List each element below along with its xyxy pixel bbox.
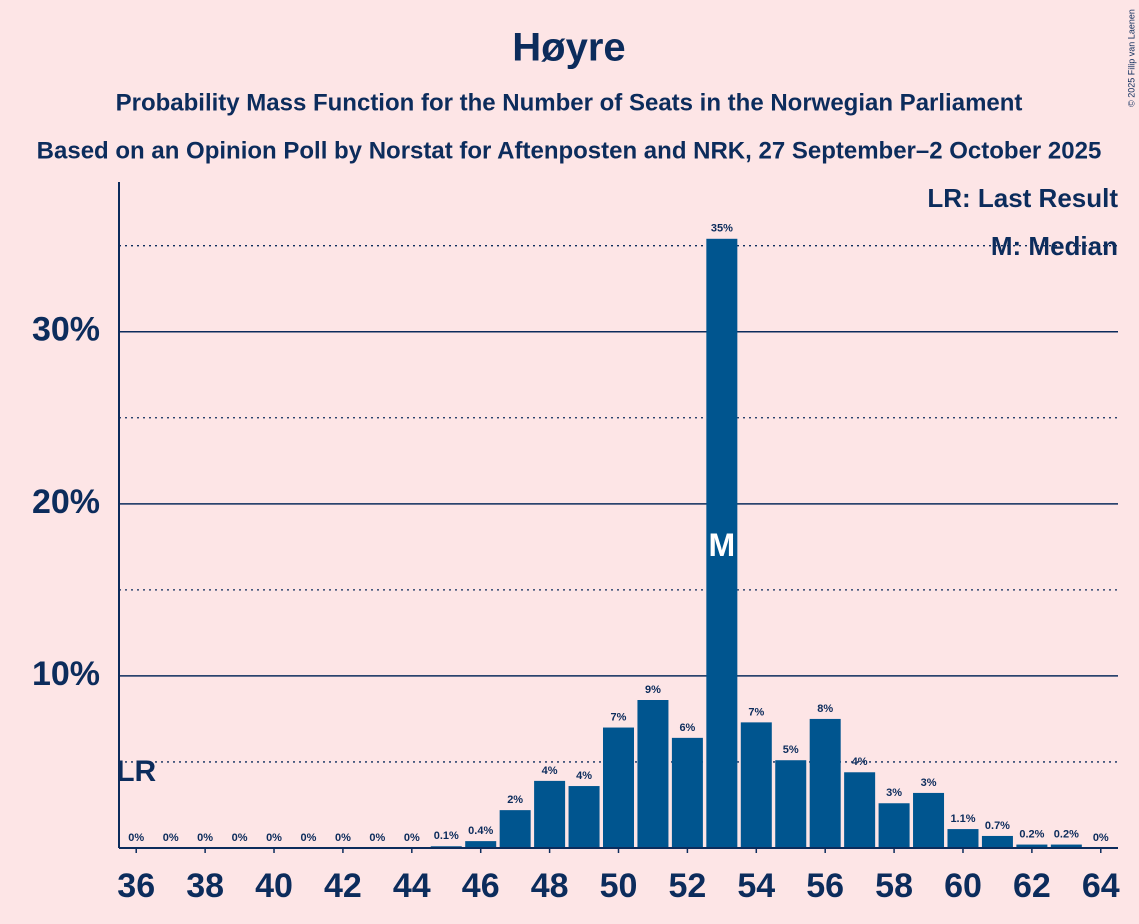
bar xyxy=(1016,844,1048,848)
bar xyxy=(499,810,531,848)
x-tick-label: 40 xyxy=(255,867,293,905)
bar xyxy=(534,780,566,848)
bar xyxy=(878,803,910,848)
bar xyxy=(740,722,772,848)
legend-entry: LR: Last Result xyxy=(927,183,1118,213)
x-tick-label: 42 xyxy=(324,867,362,905)
x-tick-label: 48 xyxy=(531,867,569,905)
bar xyxy=(671,737,703,848)
x-tick-label: 62 xyxy=(1013,867,1051,905)
value-label: 35% xyxy=(711,223,733,235)
value-label: 6% xyxy=(679,722,695,734)
value-label: 8% xyxy=(817,703,833,715)
x-tick-label: 54 xyxy=(737,867,775,905)
value-label: 0% xyxy=(197,832,213,844)
legend-entry: M: Median xyxy=(991,231,1118,261)
x-tick-label: 64 xyxy=(1082,867,1120,905)
copyright: © 2025 Filip van Laenen xyxy=(1126,9,1136,107)
bar xyxy=(947,829,979,848)
value-label: 3% xyxy=(921,777,937,789)
value-label: 7% xyxy=(748,706,764,718)
chart-subtitle: Based on an Opinion Poll by Norstat for … xyxy=(37,137,1102,164)
bar xyxy=(913,792,945,848)
value-label: 0% xyxy=(128,832,144,844)
value-label: 9% xyxy=(645,684,661,696)
value-label: 0.4% xyxy=(468,825,493,837)
median-marker: M xyxy=(709,527,736,563)
bar xyxy=(602,727,635,848)
bar xyxy=(809,718,841,848)
x-tick-label: 46 xyxy=(462,867,500,905)
x-tick-label: 58 xyxy=(875,867,913,905)
value-label: 4% xyxy=(542,765,558,777)
value-label: 0.1% xyxy=(434,830,459,842)
value-label: 0% xyxy=(1093,832,1109,844)
value-label: 0% xyxy=(335,832,351,844)
x-tick-label: 38 xyxy=(186,867,224,905)
y-tick-label: 10% xyxy=(32,655,100,693)
value-label: 0% xyxy=(369,832,385,844)
bar xyxy=(844,772,876,848)
bar xyxy=(775,760,807,848)
x-tick-label: 60 xyxy=(944,867,982,905)
x-tick-label: 56 xyxy=(806,867,844,905)
y-tick-label: 20% xyxy=(32,483,100,521)
value-label: 2% xyxy=(507,794,523,806)
value-label: 5% xyxy=(783,744,799,756)
value-label: 0% xyxy=(301,832,317,844)
y-tick-label: 30% xyxy=(32,311,100,349)
bar xyxy=(637,700,669,848)
chart-title: Høyre xyxy=(512,26,625,70)
last-result-marker: LR xyxy=(116,755,156,788)
value-label: 0.2% xyxy=(1019,828,1044,840)
value-label: 0% xyxy=(266,832,282,844)
x-tick-label: 44 xyxy=(393,867,431,905)
bar xyxy=(1050,844,1082,848)
value-label: 1.1% xyxy=(950,813,975,825)
value-label: 7% xyxy=(611,711,627,723)
value-label: 4% xyxy=(576,770,592,782)
value-label: 0% xyxy=(404,832,420,844)
value-label: 0.7% xyxy=(985,820,1010,832)
value-label: 4% xyxy=(852,756,868,768)
value-label: 3% xyxy=(886,787,902,799)
x-tick-label: 52 xyxy=(668,867,706,905)
bar xyxy=(465,841,497,848)
bar xyxy=(568,786,600,848)
value-label: 0.2% xyxy=(1054,828,1079,840)
x-tick-label: 50 xyxy=(600,867,638,905)
x-tick-label: 36 xyxy=(117,867,155,905)
bar xyxy=(706,238,738,848)
bar xyxy=(981,835,1013,848)
value-label: 0% xyxy=(163,832,179,844)
chart-subtitle: Probability Mass Function for the Number… xyxy=(116,89,1023,116)
value-label: 0% xyxy=(232,832,248,844)
